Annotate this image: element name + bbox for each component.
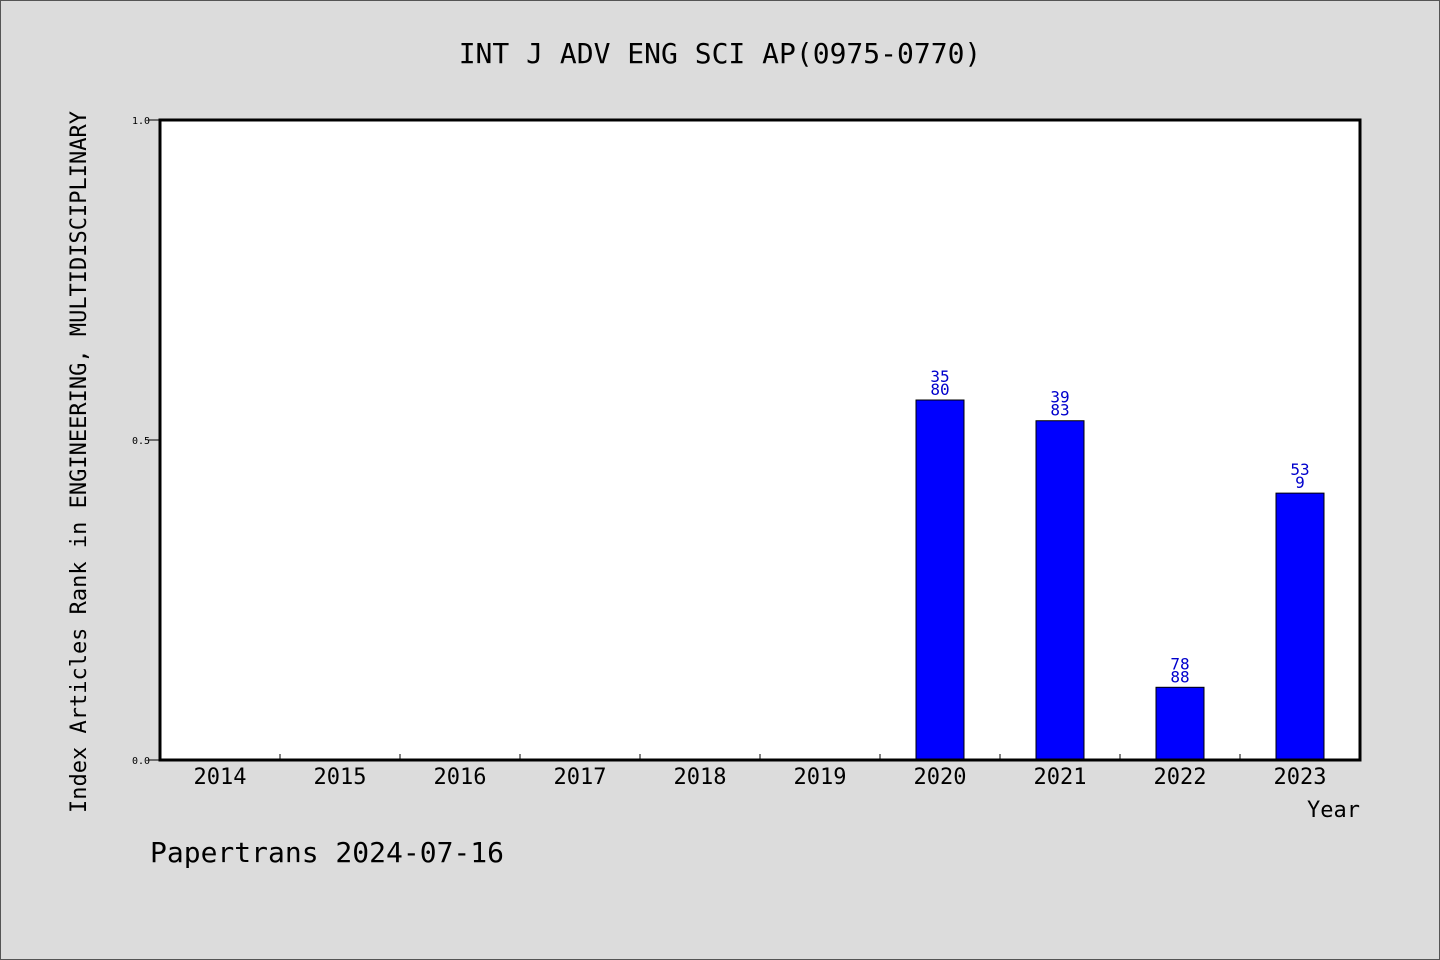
data-label-bottom: 9 — [1295, 473, 1305, 492]
x-tick-label: 2018 — [674, 765, 727, 790]
x-tick-label: 2014 — [194, 765, 247, 790]
x-tick-label: 2020 — [914, 765, 967, 790]
x-tick-label: 2022 — [1154, 765, 1207, 790]
bar — [1275, 492, 1325, 761]
data-label-top: 78 — [1170, 654, 1189, 673]
bar — [915, 399, 965, 761]
y-tick-label: 0.5 — [132, 436, 150, 447]
plot-border — [158, 118, 1362, 762]
x-axis-label: Year — [1307, 798, 1360, 823]
x-tick-label: 2016 — [434, 765, 487, 790]
footer-credit: Papertrans 2024-07-16 — [150, 836, 504, 869]
data-label-top: 53 — [1290, 460, 1309, 479]
y-axis-label: Index Articles Rank in ENGINEERING, MULT… — [67, 111, 92, 813]
data-label-top: 39 — [1050, 388, 1069, 407]
data-label-bottom: 80 — [930, 380, 949, 399]
x-tick-label: 2023 — [1274, 765, 1327, 790]
x-tick-label: 2017 — [554, 765, 607, 790]
y-tick-label: 1.0 — [132, 116, 150, 127]
chart-title: INT J ADV ENG SCI AP(0975-0770) — [459, 37, 982, 70]
plot-area — [160, 120, 1360, 760]
x-tick-label: 2021 — [1034, 765, 1087, 790]
data-label-top: 35 — [930, 367, 949, 386]
data-label-bottom: 88 — [1170, 667, 1189, 686]
x-tick-label: 2019 — [794, 765, 847, 790]
x-tick-label: 2015 — [314, 765, 367, 790]
bar — [1155, 686, 1205, 761]
data-label-bottom: 83 — [1050, 401, 1069, 420]
bar — [1035, 420, 1085, 761]
y-tick-label: 0.0 — [132, 756, 150, 767]
